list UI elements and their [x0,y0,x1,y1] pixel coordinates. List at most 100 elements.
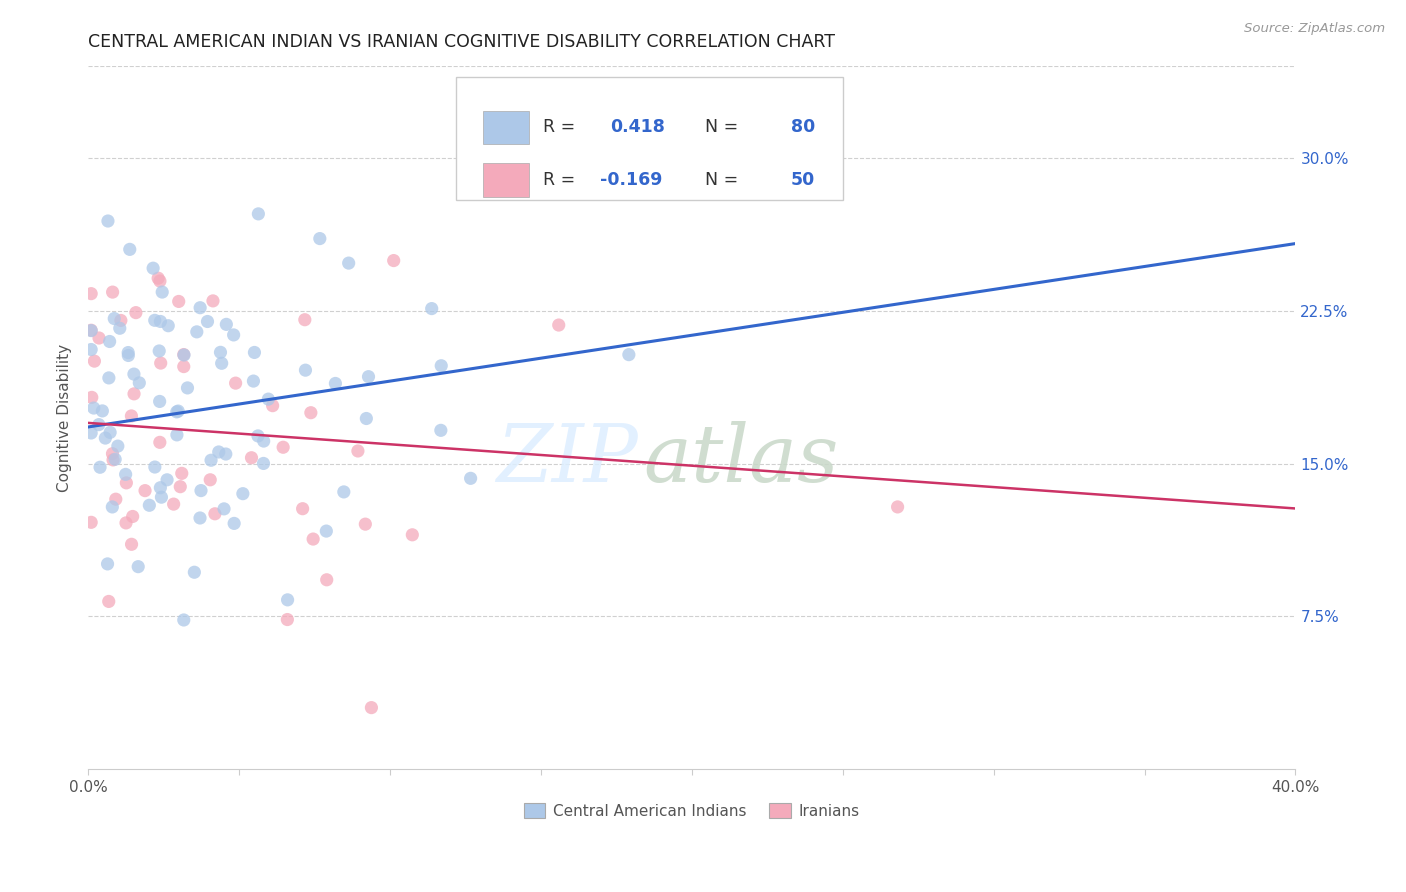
Point [253,434,276,448]
Point [200,473,222,487]
Point [101,447,124,461]
Point [299,406,322,420]
Point [173,348,195,362]
Point [315,524,337,538]
Point [146,271,169,285]
Text: N =: N = [695,170,744,189]
Point [120,409,142,423]
Point [204,507,226,521]
Point [222,327,245,342]
Point [143,460,166,475]
Point [101,285,124,299]
Point [89,460,111,475]
Point [149,394,172,409]
Point [197,314,219,328]
Point [188,301,211,315]
Text: ZIP: ZIP [496,421,637,499]
Point [138,498,160,512]
Point [117,349,139,363]
Point [200,453,222,467]
Point [142,261,165,276]
Point [166,405,188,419]
Point [294,312,316,326]
Point [190,483,212,498]
Point [360,700,382,714]
Point [357,369,380,384]
Point [80,516,103,530]
Text: 80: 80 [790,119,815,136]
Point [170,467,193,481]
Point [243,345,266,359]
Point [430,359,453,373]
Point [276,613,298,627]
Point [302,532,325,546]
Point [143,313,166,327]
Point [96,557,118,571]
Point [333,484,356,499]
Point [252,457,274,471]
Point [149,274,172,288]
Point [87,417,110,432]
Point [337,256,360,270]
Point [401,528,423,542]
Point [277,592,299,607]
Point [215,318,238,332]
Point [128,376,150,390]
Point [356,411,378,425]
Text: R =: R = [543,119,581,136]
Point [156,473,179,487]
Point [80,286,103,301]
Point [201,293,224,308]
Point [110,313,132,327]
Point [80,390,103,404]
Point [125,305,148,319]
Point [80,343,103,357]
Point [149,356,172,370]
Text: 0.418: 0.418 [610,119,665,136]
Point [212,501,235,516]
Point [183,566,205,580]
Point [257,392,280,406]
Point [176,381,198,395]
Text: N =: N = [695,119,744,136]
Point [262,399,284,413]
Point [315,573,337,587]
Point [308,231,330,245]
Point [104,452,127,467]
Point [97,371,120,385]
Point [325,376,347,391]
Point [173,359,195,374]
Point [101,453,124,467]
Point [80,324,103,338]
FancyBboxPatch shape [457,77,842,200]
Point [166,428,188,442]
Point [98,334,121,349]
Bar [482,163,529,196]
Point [108,321,131,335]
Point [150,285,173,299]
Text: -0.169: -0.169 [600,170,662,189]
Point [80,323,103,337]
Point [617,348,640,362]
Legend: Central American Indians, Iranians: Central American Indians, Iranians [517,797,866,825]
Point [547,318,569,332]
Point [114,467,136,482]
Point [169,480,191,494]
Point [94,431,117,445]
Bar [482,111,529,145]
Point [232,486,254,500]
Point [173,348,195,362]
Point [97,214,120,228]
Point [101,500,124,514]
Point [134,483,156,498]
Point [148,343,170,358]
Point [83,354,105,368]
Text: atlas: atlas [644,421,839,499]
Point [225,376,247,391]
Point [242,374,264,388]
Point [382,253,405,268]
Point [347,444,370,458]
Point [104,492,127,507]
Point [208,445,231,459]
Point [107,439,129,453]
